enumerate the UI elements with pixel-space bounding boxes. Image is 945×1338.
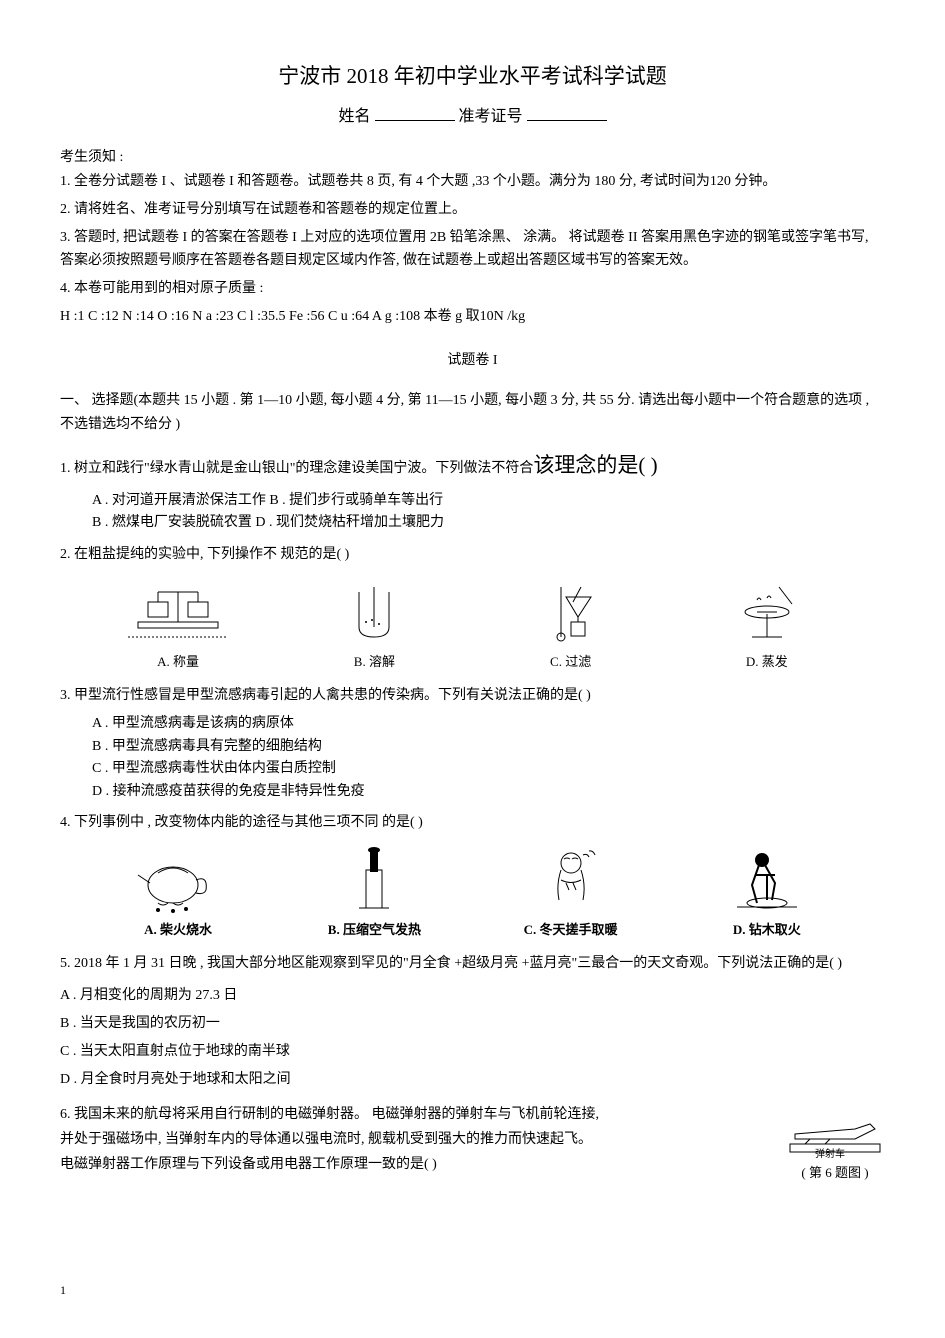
q2-img-c: C. 过滤 [516,577,626,670]
q4-stem: 4. 下列事例中 , 改变物体内能的途径与其他三项不同 的是( ) [60,811,885,835]
q1-stem-a: 1. 树立和践行"绿水青山就是金山银山"的理念建设美国宁波。下列做法不符合 [60,457,533,481]
q2-label-b: B. 溶解 [319,651,429,670]
filter-icon [516,577,626,647]
notice-head: 考生须知 : [60,146,885,166]
exam-id-blank [527,105,607,121]
q4-img-a: A. 柴火烧水 [123,845,233,938]
q2-img-d: D. 蒸发 [712,577,822,670]
q3-stem: 3. 甲型流行性感冒是甲型流感病毒引起的人禽共患的传染病。下列有关说法正确的是(… [60,684,885,708]
q4-label-b: B. 压缩空气发热 [319,919,429,938]
q3-opt-a: A . 甲型流感病毒是该病的病原体 [92,713,885,735]
q3-opt-c: C . 甲型流感病毒性状由体内蛋白质控制 [92,758,885,780]
q2-img-a: A. 称量 [123,577,233,670]
q2-label-d: D. 蒸发 [712,651,822,670]
svg-text:弹射车: 弹射车 [815,1147,845,1159]
q6-line-2: 并处于强磁场中, 当弹射车内的导体通以强电流时, 舰载机受到强大的推力而快速起飞… [60,1127,760,1152]
dissolve-icon [319,577,429,647]
q4-label-a: A. 柴火烧水 [123,919,233,938]
section-intro: 一、 选择题(本题共 15 小题 . 第 1—10 小题, 每小题 4 分, 第… [60,389,885,437]
q3-opt-b: B . 甲型流感病毒具有完整的细胞结构 [92,736,885,758]
notice-2: 2. 请将姓名、准考证号分别填写在试题卷和答题卷的规定位置上。 [60,198,885,222]
q5-opt-c: C . 当天太阳直射点位于地球的南半球 [60,1038,885,1066]
q6-line-3: 电磁弹射器工作原理与下列设备或用电器工作原理一致的是( ) [60,1152,760,1177]
q5-options: A . 月相变化的周期为 27.3 日 B . 当天是我国的农历初一 C . 当… [60,982,885,1094]
notice-1: 1. 全卷分试题卷 I 、试题卷 I 和答题卷。试题卷共 8 页, 有 4 个大… [60,170,885,194]
q4-label-c: C. 冬天搓手取暖 [516,919,626,938]
q4-img-row: A. 柴火烧水 B. 压缩空气发热 C. 冬天搓手取暖 D. 钻木取火 [60,845,885,938]
q5-opt-a: A . 月相变化的周期为 27.3 日 [60,982,885,1010]
name-blank [375,105,455,121]
exam-id-label: 准考证号 [459,108,523,125]
page-title: 宁波市 2018 年初中学业水平考试科学试题 [60,60,885,90]
q4-img-c: C. 冬天搓手取暖 [516,845,626,938]
notice-4: 4. 本卷可能用到的相对原子质量 : [60,277,885,301]
q4-img-d: D. 钻木取火 [712,845,822,938]
q6-text: 6. 我国未来的航母将采用自行研制的电磁弹射器。 电磁弹射器的弹射车与飞机前轮连… [60,1102,760,1178]
kettle-icon [123,845,233,915]
drill-wood-icon [712,845,822,915]
q3-options: A . 甲型流感病毒是该病的病原体 B . 甲型流感病毒具有完整的细胞结构 C … [60,713,885,803]
q2-stem: 2. 在粗盐提纯的实验中, 下列操作不 规范的是( ) [60,543,885,567]
q2-img-b: B. 溶解 [319,577,429,670]
q4-img-b: B. 压缩空气发热 [319,845,429,938]
q2-label-a: A. 称量 [123,651,233,670]
q4-label-d: D. 钻木取火 [712,919,822,938]
rub-hands-icon [516,845,626,915]
q2-img-row: A. 称量 B. 溶解 C. 过滤 D. 蒸发 [60,577,885,670]
ejector-icon: 弹射车 [785,1102,885,1162]
name-line: 姓名 准考证号 [60,102,885,126]
q5-opt-b: B . 当天是我国的农历初一 [60,1010,885,1038]
q6-line-1: 6. 我国未来的航母将采用自行研制的电磁弹射器。 电磁弹射器的弹射车与飞机前轮连… [60,1102,760,1127]
name-label: 姓名 [338,108,370,125]
balance-icon [123,577,233,647]
q2-label-c: C. 过滤 [516,651,626,670]
page-number: 1 [60,1283,66,1298]
evaporate-icon [712,577,822,647]
q3-opt-d: D . 接种流感疫苗获得的免疫是非特异性免疫 [92,781,885,803]
notice-3: 3. 答题时, 把试题卷 I 的答案在答题卷 I 上对应的选项位置用 2B 铅笔… [60,226,885,274]
q6-caption: ( 第 6 题图 ) [785,1162,885,1181]
q5-stem: 5. 2018 年 1 月 31 日晚 , 我国大部分地区能观察到罕见的"月全食… [60,952,885,976]
q6-figure: 弹射车 ( 第 6 题图 ) [785,1102,885,1181]
q1-stem-b: 该理念的是( ) [533,448,657,484]
q1-options: A . 对河道开展清淤保洁工作 B . 提们步行或骑单车等出行 B . 燃煤电厂… [60,490,885,535]
atomic-masses: H :1 C :12 N :14 O :16 N a :23 C l :35.5… [60,305,885,329]
q6-wrap: 6. 我国未来的航母将采用自行研制的电磁弹射器。 电磁弹射器的弹射车与飞机前轮连… [60,1102,885,1178]
q1-stem: 1. 树立和践行"绿水青山就是金山银山"的理念建设美国宁波。下列做法不符合 该理… [60,448,885,484]
compress-icon [319,845,429,915]
section-title: 试题卷 I [60,349,885,369]
q5-opt-d: D . 月全食时月亮处于地球和太阳之间 [60,1066,885,1094]
